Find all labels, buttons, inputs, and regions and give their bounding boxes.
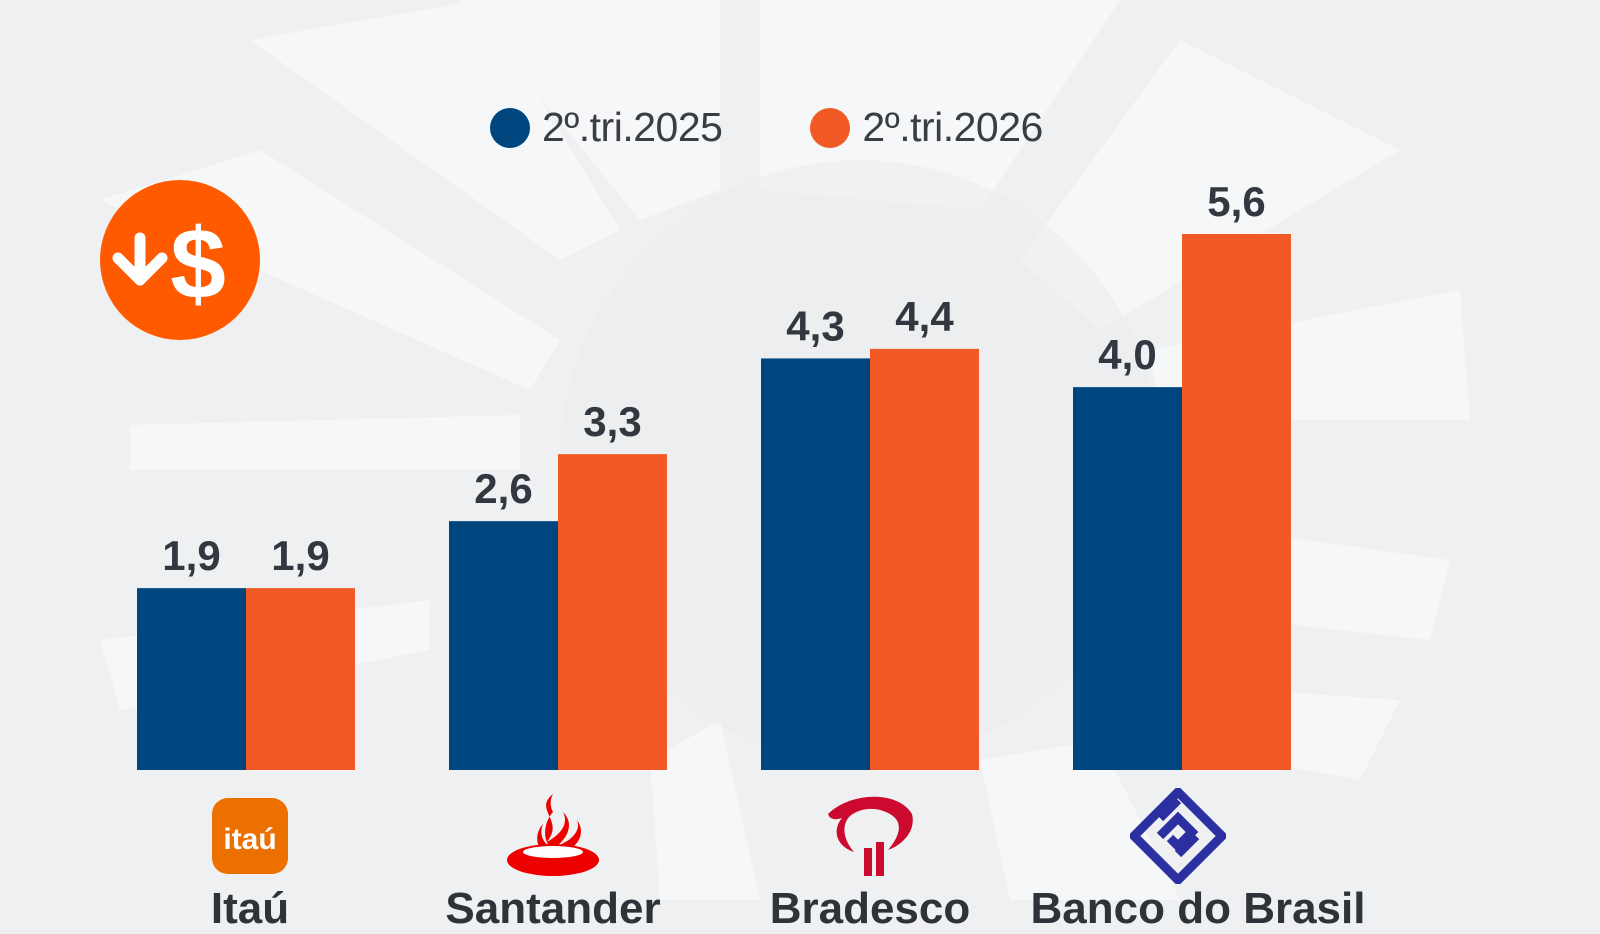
bar-itau-2025 bbox=[137, 588, 246, 770]
value-label-itau-2026: 1,9 bbox=[271, 532, 329, 579]
banco-do-brasil-logo bbox=[1127, 785, 1229, 887]
value-label-itau-2025: 1,9 bbox=[162, 532, 220, 579]
legend-item-2025: 2º.tri.2025 bbox=[490, 104, 723, 151]
bar-santander-2025 bbox=[449, 521, 558, 770]
value-label-banco-do-brasil-2026: 5,6 bbox=[1207, 178, 1265, 225]
value-label-bradesco-2025: 4,3 bbox=[786, 302, 844, 349]
itau-logo-text: itaú bbox=[223, 823, 276, 856]
bank-name-santander: Santander bbox=[445, 884, 661, 933]
money-down-icon: $ bbox=[100, 180, 260, 340]
svg-text:$: $ bbox=[170, 208, 226, 320]
value-label-bradesco-2026: 4,4 bbox=[895, 293, 954, 340]
itau-logo-glyph: itaú bbox=[212, 798, 288, 874]
legend-label-2026: 2º.tri.2026 bbox=[862, 104, 1043, 150]
bradesco-logo bbox=[820, 786, 920, 882]
bar-chart: 1,9 1,9 2,6 3,3 4,3 4,4 4,0 5,6 bbox=[137, 178, 1291, 770]
itau-logo: itaú bbox=[210, 796, 290, 876]
bar-itau-2026 bbox=[246, 588, 355, 770]
value-label-santander-2025: 2,6 bbox=[474, 465, 532, 512]
banco-do-brasil-glyph bbox=[1127, 785, 1229, 887]
legend-item-2026: 2º.tri.2026 bbox=[810, 104, 1043, 151]
legend-label-2025: 2º.tri.2025 bbox=[542, 104, 723, 150]
bank-name-itau: Itaú bbox=[210, 884, 290, 933]
santander-logo bbox=[503, 790, 603, 880]
bank-name-banco-do-brasil: Banco do Brasil bbox=[1030, 884, 1366, 933]
chart-legend: 2º.tri.2025 2º.tri.2026 bbox=[490, 104, 1043, 151]
legend-swatch-2025 bbox=[490, 107, 530, 148]
bank-name-bradesco: Bradesco bbox=[769, 884, 971, 933]
money-down-glyph: $ bbox=[112, 208, 226, 320]
bar-bradesco-2026 bbox=[870, 348, 979, 770]
bar-bradesco-2025 bbox=[761, 358, 870, 770]
bar-banco-do-brasil-2026 bbox=[1182, 234, 1291, 770]
bar-santander-2026 bbox=[558, 454, 667, 770]
legend-swatch-2026 bbox=[810, 107, 851, 148]
value-label-banco-do-brasil-2025: 4,0 bbox=[1098, 331, 1156, 378]
value-label-santander-2026: 3,3 bbox=[583, 398, 641, 445]
santander-flame-glyph bbox=[507, 794, 599, 876]
bar-banco-do-brasil-2025 bbox=[1073, 387, 1182, 770]
bradesco-tree-glyph bbox=[828, 796, 913, 876]
